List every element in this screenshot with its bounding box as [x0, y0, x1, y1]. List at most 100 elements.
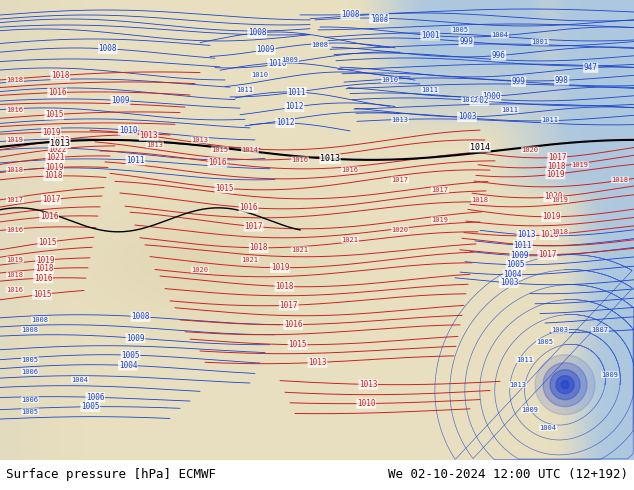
Text: 1005: 1005	[507, 260, 525, 269]
Text: 1008: 1008	[311, 42, 328, 48]
Text: 1006: 1006	[86, 393, 105, 402]
Text: 1004: 1004	[72, 377, 89, 383]
Text: 1018: 1018	[6, 77, 23, 83]
Polygon shape	[556, 376, 574, 393]
Text: 1016: 1016	[6, 227, 23, 233]
Text: 1019: 1019	[6, 137, 23, 143]
Text: 1014: 1014	[242, 147, 259, 153]
Text: 947: 947	[584, 63, 598, 72]
Text: 1017: 1017	[432, 187, 448, 193]
Text: 1011: 1011	[236, 87, 254, 93]
Text: 1011: 1011	[287, 88, 306, 97]
Text: 1016: 1016	[6, 107, 23, 113]
Text: 1004: 1004	[503, 270, 522, 279]
Text: 1013: 1013	[320, 154, 340, 163]
Polygon shape	[543, 363, 587, 407]
Text: 1016: 1016	[6, 287, 23, 293]
Text: 1008: 1008	[341, 10, 359, 19]
Text: 1018: 1018	[249, 243, 268, 252]
Text: 1013: 1013	[146, 142, 164, 148]
Text: 1015: 1015	[38, 238, 56, 247]
Text: 1018: 1018	[540, 230, 559, 239]
Text: 1018: 1018	[275, 282, 294, 291]
Text: 1021: 1021	[242, 257, 259, 263]
Text: 1016: 1016	[292, 157, 309, 163]
Text: 1008: 1008	[131, 312, 150, 321]
Text: 1011: 1011	[517, 357, 533, 363]
Text: 1009: 1009	[510, 251, 529, 260]
Text: 1017: 1017	[392, 177, 408, 183]
Text: 1015: 1015	[33, 290, 51, 299]
Text: 998: 998	[555, 76, 569, 85]
Text: 1004: 1004	[119, 361, 137, 370]
Text: 1017: 1017	[280, 301, 298, 310]
Text: 1019: 1019	[45, 163, 63, 172]
Text: 1004: 1004	[491, 32, 508, 38]
Text: 1015: 1015	[215, 184, 234, 193]
Text: 1019: 1019	[542, 212, 560, 221]
Text: 1010: 1010	[357, 399, 375, 408]
Text: 1005: 1005	[81, 402, 100, 411]
Text: 1017: 1017	[548, 153, 567, 162]
Text: 1006: 1006	[22, 397, 39, 403]
Text: 1020: 1020	[522, 147, 538, 153]
Text: 1009: 1009	[256, 46, 275, 54]
Text: 1015: 1015	[45, 110, 63, 119]
Text: 1015: 1015	[212, 147, 228, 153]
Text: 1018: 1018	[547, 162, 566, 171]
Text: 1013: 1013	[50, 139, 70, 147]
Text: 1013: 1013	[510, 382, 526, 388]
Text: 1019: 1019	[552, 197, 569, 203]
Text: 1006: 1006	[22, 368, 39, 375]
Text: 1011: 1011	[126, 156, 145, 165]
Text: 1021: 1021	[342, 237, 358, 243]
Text: 1002: 1002	[470, 97, 489, 105]
Text: 999: 999	[459, 37, 473, 46]
Text: 1010: 1010	[252, 72, 269, 78]
Text: 1019: 1019	[571, 162, 588, 168]
Text: 1019: 1019	[432, 217, 448, 223]
Text: 1011: 1011	[422, 87, 439, 93]
Text: 1012: 1012	[285, 102, 304, 111]
Text: 1019: 1019	[36, 256, 55, 265]
Text: 1009: 1009	[281, 57, 299, 63]
Text: 1008: 1008	[32, 317, 48, 323]
Text: 1019: 1019	[271, 263, 289, 272]
Text: 1021: 1021	[46, 153, 65, 162]
Text: 1021: 1021	[292, 247, 309, 253]
Text: 1016: 1016	[239, 203, 258, 212]
Text: 1011: 1011	[541, 117, 559, 123]
Text: 1003: 1003	[458, 112, 476, 122]
Text: 1009: 1009	[126, 334, 145, 343]
Text: 1011: 1011	[514, 241, 532, 250]
Text: 1013: 1013	[517, 230, 536, 240]
Text: 1010: 1010	[268, 59, 287, 68]
Text: 1008: 1008	[372, 17, 389, 23]
Text: 1015: 1015	[288, 340, 307, 349]
Text: 1001: 1001	[421, 31, 439, 40]
Text: 1005: 1005	[22, 409, 39, 415]
Text: 1017: 1017	[6, 197, 23, 203]
Text: 1016: 1016	[34, 274, 53, 283]
Text: 1018: 1018	[44, 172, 62, 180]
Polygon shape	[535, 355, 595, 415]
Text: 1005: 1005	[121, 350, 139, 360]
Text: 1016: 1016	[48, 88, 67, 97]
Text: 1004: 1004	[370, 14, 388, 23]
Text: 1018: 1018	[6, 272, 23, 278]
Text: 1009: 1009	[522, 407, 538, 413]
Text: 1023: 1023	[51, 136, 70, 145]
Text: Surface pressure [hPa] ECMWF: Surface pressure [hPa] ECMWF	[6, 468, 216, 481]
Text: 1004: 1004	[540, 425, 557, 431]
Text: 1008: 1008	[99, 44, 117, 53]
Text: 1008: 1008	[248, 28, 266, 37]
Text: 1011: 1011	[501, 107, 519, 113]
Text: 1013: 1013	[392, 117, 408, 123]
Text: 1001: 1001	[531, 39, 548, 45]
Text: 1018: 1018	[6, 167, 23, 173]
Text: 1013: 1013	[308, 358, 327, 367]
Text: 1018: 1018	[472, 197, 489, 203]
Text: 1005: 1005	[451, 27, 469, 33]
Text: 1016: 1016	[40, 212, 58, 221]
Text: 1017: 1017	[244, 222, 263, 231]
